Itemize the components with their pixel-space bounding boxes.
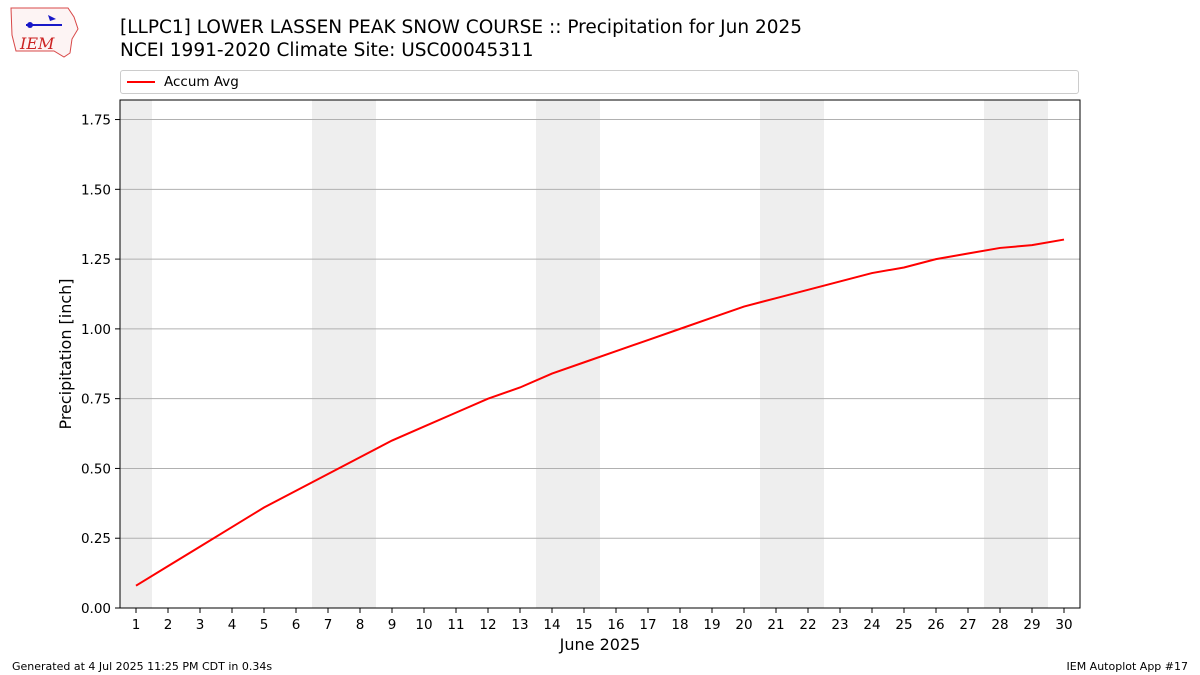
x-tick-label: 4 <box>228 617 237 633</box>
x-tick-label: 26 <box>927 617 944 633</box>
x-tick-label: 24 <box>863 617 880 633</box>
iem-logo: IEM <box>10 7 79 58</box>
x-tick-label: 14 <box>543 617 560 633</box>
y-tick-label: 1.25 <box>81 252 111 268</box>
x-tick-label: 15 <box>575 617 592 633</box>
x-axis-label: June 2025 <box>559 635 641 654</box>
x-tick-label: 25 <box>895 617 912 633</box>
station-dot-icon <box>27 22 33 28</box>
x-tick-label: 8 <box>356 617 365 633</box>
x-tick-label: 22 <box>799 617 816 633</box>
y-tick-label: 0.25 <box>81 531 111 547</box>
x-tick-label: 3 <box>196 617 205 633</box>
weekend-shade-3 <box>760 100 824 608</box>
footer-generated-text: Generated at 4 Jul 2025 11:25 PM CDT in … <box>12 660 273 673</box>
y-axis-label: Precipitation [inch] <box>56 278 75 429</box>
x-tick-label: 7 <box>324 617 333 633</box>
x-tick-label: 21 <box>767 617 784 633</box>
x-tick-label: 29 <box>1023 617 1040 633</box>
x-tick-label: 2 <box>164 617 173 633</box>
weekend-shade-0 <box>120 100 152 608</box>
x-tick-label: 11 <box>447 617 464 633</box>
y-tick-label: 0.50 <box>81 461 111 477</box>
weekend-shade-1 <box>312 100 376 608</box>
x-tick-label: 13 <box>511 617 528 633</box>
weekend-shade-2 <box>536 100 600 608</box>
y-tick-label: 1.00 <box>81 322 111 338</box>
x-tick-label: 10 <box>415 617 432 633</box>
chart-subtitle: NCEI 1991-2020 Climate Site: USC00045311 <box>120 40 534 61</box>
x-tick-label: 12 <box>479 617 496 633</box>
chart-title: [LLPC1] LOWER LASSEN PEAK SNOW COURSE ::… <box>120 17 803 38</box>
x-tick-label: 20 <box>735 617 752 633</box>
footer-app-text: IEM Autoplot App #17 <box>1066 660 1189 673</box>
x-tick-label: 28 <box>991 617 1008 633</box>
weekend-shading-layer <box>120 100 1048 608</box>
x-tick-label: 5 <box>260 617 269 633</box>
x-tick-label: 6 <box>292 617 301 633</box>
legend-label-accum-avg: Accum Avg <box>164 74 239 90</box>
y-tick-label: 0.00 <box>81 601 111 617</box>
y-tick-label: 0.75 <box>81 392 111 408</box>
logo-text: IEM <box>19 34 55 53</box>
x-tick-label: 17 <box>639 617 656 633</box>
x-tick-label: 16 <box>607 617 624 633</box>
x-tick-label: 9 <box>388 617 397 633</box>
series-line-accum-avg <box>135 238 1065 587</box>
x-tick-label: 30 <box>1055 617 1072 633</box>
flag-icon <box>48 15 56 21</box>
y-axis: 0.00 0.25 0.50 0.75 1.00 1.25 1.50 1.75 <box>81 113 120 617</box>
x-tick-label: 18 <box>671 617 688 633</box>
legend: Accum Avg <box>120 70 1079 94</box>
legend-swatch-accum-avg <box>127 81 155 83</box>
y-tick-label: 1.50 <box>81 182 111 198</box>
iowa-state-outline-icon <box>10 7 79 58</box>
x-axis: 1 2 3 4 5 6 7 8 9 10 11 12 13 14 15 16 17 18 19 20 21 22 23 24 2… <box>132 608 1073 633</box>
y-tick-label: 1.75 <box>81 113 111 129</box>
x-tick-label: 19 <box>703 617 720 633</box>
x-tick-label: 23 <box>831 617 848 633</box>
plot-frame <box>119 99 1081 609</box>
x-tick-label: 27 <box>959 617 976 633</box>
x-tick-label: 1 <box>132 617 141 633</box>
weekend-shade-4 <box>984 100 1048 608</box>
